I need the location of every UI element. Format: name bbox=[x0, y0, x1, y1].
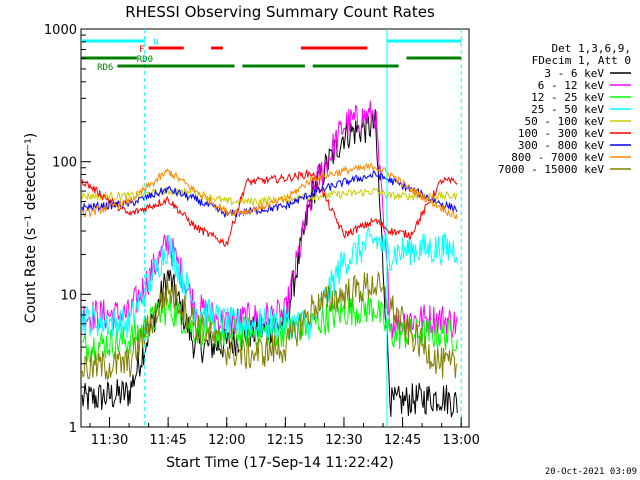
footer-date: 20-Oct-2021 03:09 bbox=[545, 467, 637, 477]
legend-label-6: 100 - 300 keV bbox=[518, 127, 604, 140]
series-line-1 bbox=[81, 109, 458, 418]
legend-label-2: 6 - 12 keV bbox=[538, 79, 605, 92]
legend-label-8: 800 - 7000 keV bbox=[511, 151, 604, 164]
state-bar-label-f: F bbox=[139, 45, 144, 55]
series-line-8 bbox=[81, 162, 458, 220]
y-tick-label-3: 100 bbox=[52, 156, 77, 171]
y-axis-label: Count Rate (s⁻¹ detector⁻¹) bbox=[23, 133, 39, 323]
axes: 11:30 11:45 12:00 12:15 12:30 12:45 13:00 1 10 10… bbox=[44, 23, 480, 448]
x-tick-label-4: 12:15 bbox=[267, 433, 304, 448]
x-tick-label-6: 12:45 bbox=[384, 433, 421, 448]
legend-label-7: 300 - 800 keV bbox=[518, 139, 604, 152]
state-bar-label-rd6: RD6 bbox=[97, 63, 113, 73]
x-tick-label-5: 12:30 bbox=[325, 433, 362, 448]
legend-label-3: 12 - 25 keV bbox=[531, 91, 604, 104]
state-bar-label-rd0: RD0 bbox=[137, 55, 153, 65]
legend-header-2: FDecim 1, Att 0 bbox=[532, 54, 631, 67]
legend-label-5: 50 - 100 keV bbox=[525, 115, 605, 128]
state-bar-label-n: N bbox=[153, 38, 158, 48]
x-tick-label-3: 12:00 bbox=[208, 433, 245, 448]
x-tick-label-2: 11:45 bbox=[149, 433, 186, 448]
legend-header-1: Det 1,3,6,9, bbox=[552, 42, 631, 55]
plot-area bbox=[81, 100, 458, 418]
y-tick-label-2: 10 bbox=[60, 288, 77, 303]
y-tick-label-4: 1000 bbox=[44, 23, 77, 38]
x-tick-label-7: 13:00 bbox=[442, 433, 479, 448]
legend-label-9: 7000 - 15000 keV bbox=[498, 163, 604, 176]
legend-label-4: 25 - 50 keV bbox=[531, 103, 604, 116]
plot-frame bbox=[80, 28, 470, 428]
legend-label-1: 3 - 6 keV bbox=[544, 67, 604, 80]
series-line-4 bbox=[81, 227, 458, 341]
chart-title: RHESSI Observing Summary Count Rates bbox=[125, 3, 435, 21]
y-tick-label-1: 1 bbox=[69, 421, 77, 436]
x-axis-label: Start Time (17-Sep-14 11:22:42) bbox=[166, 455, 394, 471]
x-tick-label-1: 11:30 bbox=[91, 433, 128, 448]
